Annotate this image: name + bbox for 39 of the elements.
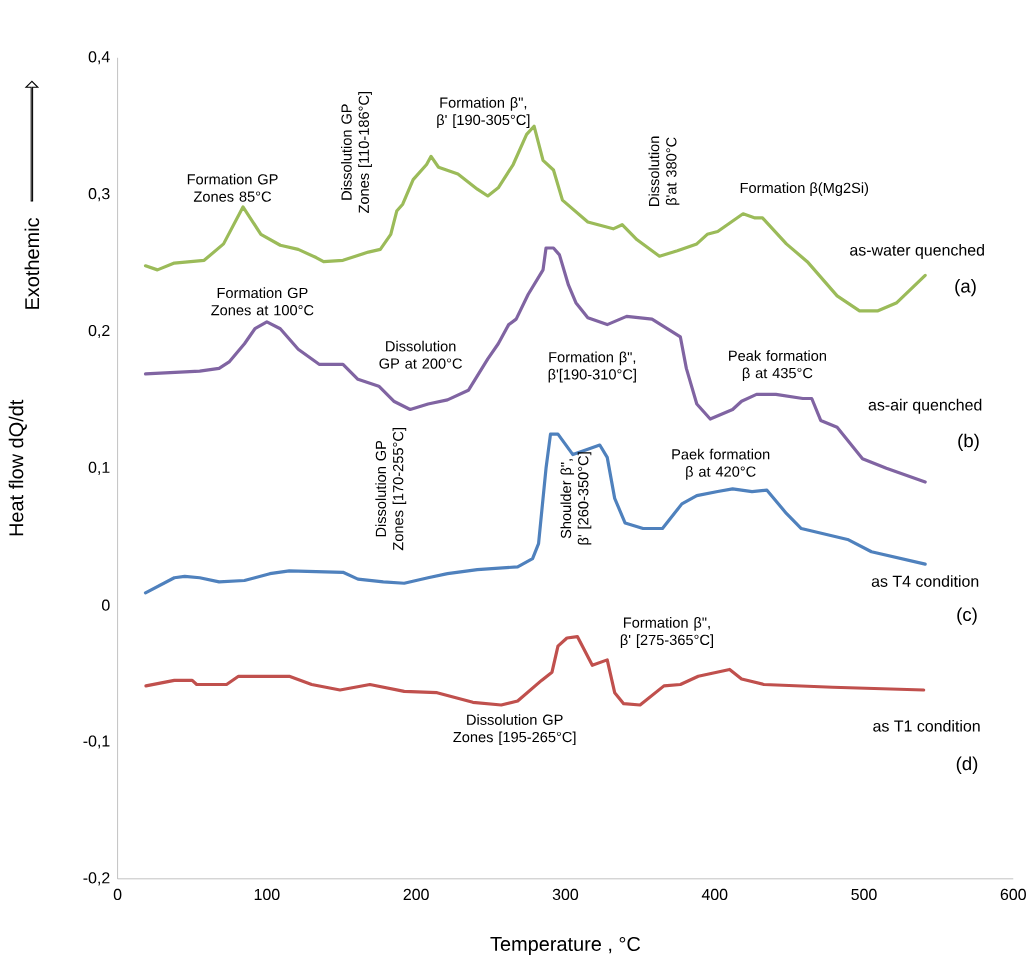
annotation: Formation β(Mg2Si) (740, 182, 869, 197)
annotation: Dissolution GP Zones [170-255°C] (375, 428, 407, 551)
annotation: Dissolution GP Zones [110-186°C] (340, 92, 372, 214)
annotation: Formation β", β' [275-365°C] (620, 617, 713, 649)
annotation: Paek formation β at 420°C (672, 449, 770, 480)
series-label: as T4 condition (871, 575, 979, 588)
y-tick-label: 0,4 (88, 51, 110, 65)
annotation: Dissolution GP at 200°C (379, 340, 462, 369)
annotation: (d) (956, 756, 978, 775)
x-tick-label: 400 (701, 889, 728, 901)
series-label: as-water quenched (850, 244, 984, 260)
y-tick-label: 0,2 (88, 325, 110, 339)
series-label: as T1 condition (873, 720, 980, 732)
annotation: Dissolution GP Zones [195-265°C] (453, 714, 576, 746)
x-axis-title: Temperature , °C (490, 937, 641, 956)
annotation: Formation GP Zones at 100°C (211, 287, 314, 316)
y-tick-label: -0,2 (83, 872, 110, 886)
annotation: (a) (955, 279, 976, 297)
annotation: Formation β", β' [190-305°C] (437, 97, 530, 129)
x-tick-label: 200 (403, 889, 429, 901)
y-tick-label: 0 (101, 599, 110, 612)
annotation: Shoulder β", β' [260-350°C] (560, 452, 592, 545)
annotation: Formation GP Zones 85°C (187, 174, 278, 203)
annotation: Dissolution β'at 380°C (648, 136, 680, 207)
y-axis-title: Heat flow dQ/dt (8, 400, 27, 536)
x-tick-label: 500 (851, 889, 877, 901)
x-tick-label: 600 (1000, 889, 1026, 901)
y-tick-label: 0,3 (88, 188, 110, 202)
y-tick-label: -0,1 (83, 735, 110, 749)
x-tick-label: 100 (254, 889, 280, 901)
annotation: (c) (957, 607, 977, 625)
annotation: Peak formation β at 435°C (729, 350, 826, 382)
text: as-air quenched (868, 399, 982, 414)
x-tick-label: 300 (552, 889, 579, 901)
y-tick-label: 0,1 (88, 461, 110, 476)
annotation: Formation β", β'[190-310°C] (548, 351, 636, 383)
annotation: (b) (958, 433, 979, 452)
text: Exothemic (24, 218, 40, 310)
x-tick-label: 0 (113, 889, 122, 901)
